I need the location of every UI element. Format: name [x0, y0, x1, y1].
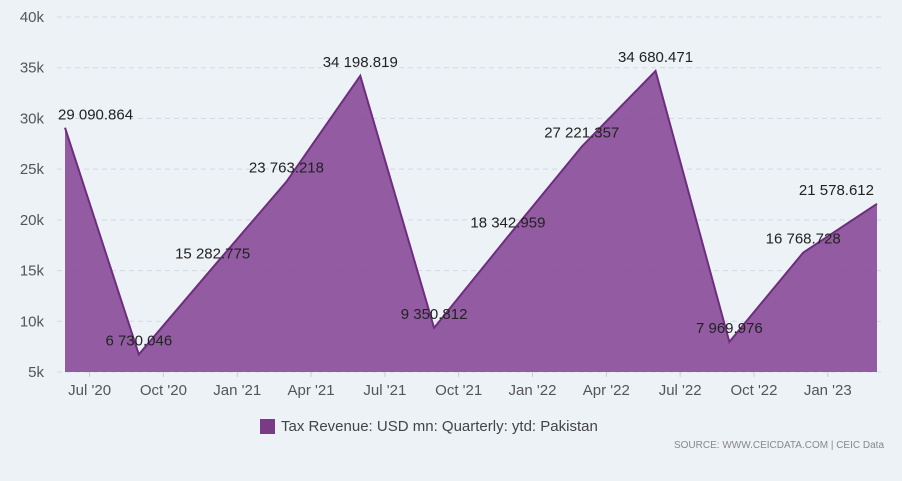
x-tick-label: Jan '21 [213, 382, 261, 399]
source-credit: SOURCE: WWW.CEICDATA.COM | CEIC Data [673, 440, 884, 451]
x-tick-label: Apr '21 [288, 382, 335, 399]
y-tick-label: 10k [20, 313, 45, 330]
y-tick-label: 15k [20, 263, 45, 280]
series-area [65, 70, 877, 372]
data-label: 34 198.819 [323, 54, 398, 71]
x-tick-label: Jan '22 [509, 382, 557, 399]
data-label: 27 221.357 [544, 125, 619, 142]
legend-label: Tax Revenue: USD mn: Quarterly: ytd: Pak… [281, 418, 598, 435]
series-line [64, 69, 878, 357]
y-axis-ticks: 5k 10k 15k 20k 25k 30k 35k 40k [20, 9, 45, 381]
data-label: 29 090.864 [58, 107, 133, 124]
data-label: 18 342.959 [470, 215, 545, 232]
data-label: 16 768.728 [766, 231, 841, 248]
y-tick-label: 40k [20, 9, 45, 26]
data-label: 23 763.218 [249, 160, 324, 177]
y-tick-label: 20k [20, 212, 45, 229]
y-tick-label: 30k [20, 110, 45, 127]
x-tick-label: Jul '22 [659, 382, 702, 399]
x-tick-label: Oct '22 [730, 382, 777, 399]
data-label: 9 350.812 [401, 306, 468, 323]
x-tick-label: Jul '21 [363, 382, 406, 399]
x-tick-label: Jan '23 [804, 382, 852, 399]
legend-swatch [260, 419, 275, 434]
data-label: 6 730.046 [105, 332, 172, 349]
y-tick-label: 35k [20, 60, 45, 77]
y-tick-label: 25k [20, 161, 45, 178]
data-label: 7 969.976 [696, 320, 763, 337]
x-tick-label: Apr '22 [583, 382, 630, 399]
x-tick-label: Oct '21 [435, 382, 482, 399]
x-tick-label: Oct '20 [140, 382, 187, 399]
data-label: 34 680.471 [618, 49, 693, 66]
area-series [64, 69, 878, 372]
legend[interactable]: Tax Revenue: USD mn: Quarterly: ytd: Pak… [260, 418, 598, 435]
data-labels: 29 090.864 6 730.046 15 282.775 23 763.218 3… [58, 49, 874, 349]
x-tick-label: Jul '20 [68, 382, 111, 399]
data-label: 21 578.612 [799, 182, 874, 199]
x-axis-ticks: Jul '20 Oct '20 Jan '21 Apr '21 Jul '21 Oct '… [68, 372, 852, 399]
data-label: 15 282.775 [175, 246, 250, 263]
y-tick-label: 5k [28, 364, 44, 381]
